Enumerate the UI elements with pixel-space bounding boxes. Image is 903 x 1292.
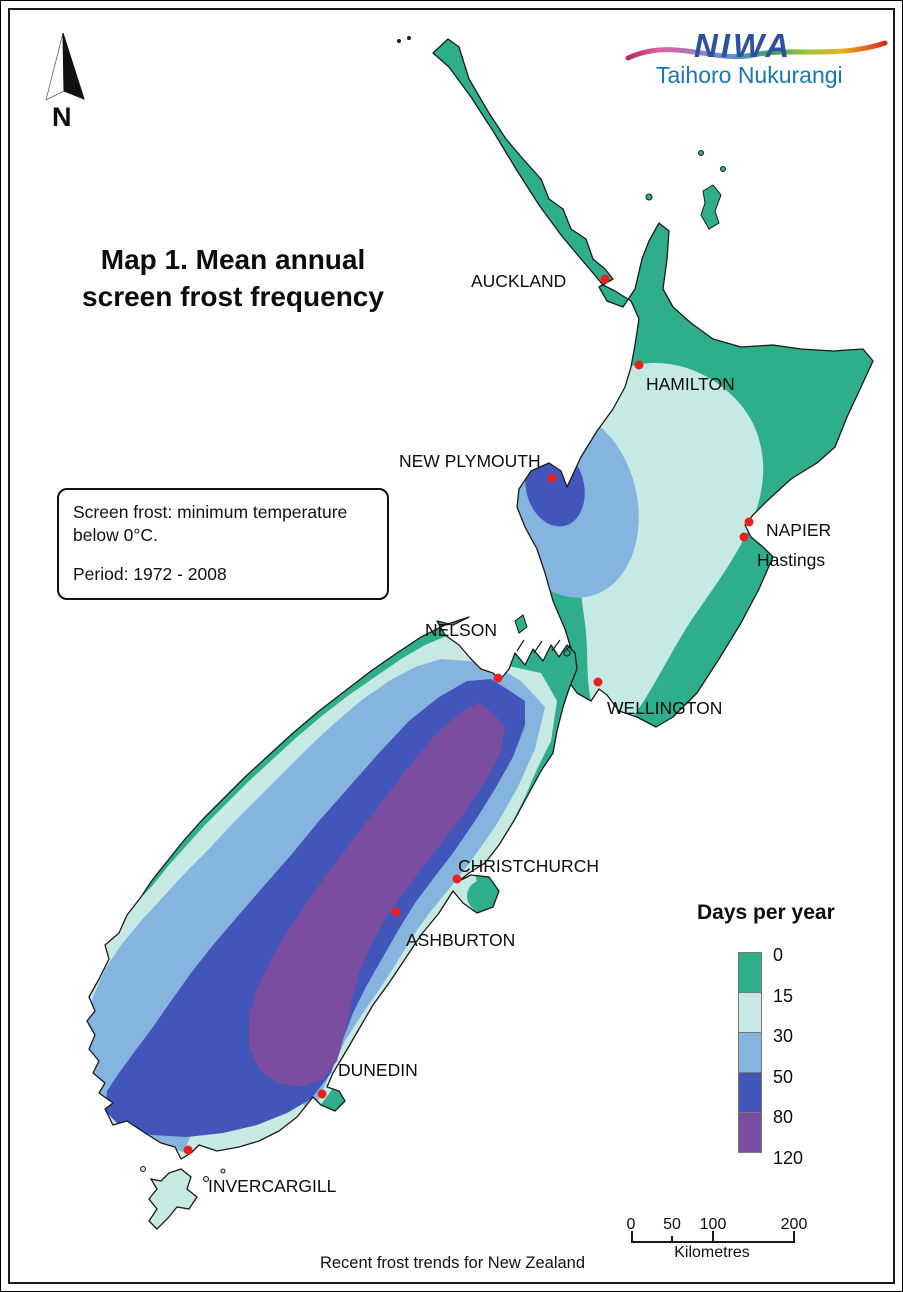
city-label-nelson: NELSON: [425, 620, 497, 640]
legend-tick-30: 30: [773, 1026, 794, 1046]
map-caption: Recent frost trends for New Zealand: [319, 1254, 586, 1272]
city-markers: [183, 274, 754, 1155]
north-arrow-icon: [45, 32, 85, 101]
gulf-islet-3: [720, 166, 726, 172]
legend-swatch-50: [738, 1072, 762, 1113]
dunedin-marker: [317, 1089, 327, 1099]
kapiti-island: [563, 649, 571, 657]
legend-swatch-0: [738, 952, 762, 993]
otago-peninsula-green: [329, 1093, 339, 1103]
niwa-logo-text: NIWA: [694, 27, 793, 64]
invercargill-marker: [183, 1145, 193, 1155]
scalebar-label-0: 0: [626, 1216, 636, 1233]
city-label-hamilton: HAMILTON: [646, 374, 735, 394]
northland-islet-2: [407, 36, 411, 40]
city-label-new-plymouth: NEW PLYMOUTH: [399, 451, 541, 471]
legend-tick-80: 80: [773, 1107, 794, 1127]
stewart-islet-3: [220, 1168, 226, 1174]
city-label-napier: NAPIER: [766, 520, 832, 540]
south-island: [86, 616, 578, 1160]
durville-island: [514, 614, 528, 634]
legend-tick-120: 120: [773, 1148, 804, 1168]
hastings-marker: [739, 532, 749, 542]
catlins-green-speck-2: [245, 1150, 251, 1156]
banks-peninsula-green: [467, 880, 499, 912]
legend-swatch-80: [738, 1112, 762, 1153]
niwa-logo-swoosh: [625, 40, 888, 61]
scalebar-tick-100: [712, 1231, 714, 1241]
legend-color-ramp: [738, 952, 762, 1153]
marlborough-sounds-detail: [516, 639, 571, 654]
page-title-line1: Map 1. Mean annual: [100, 244, 366, 275]
page-border-frame: [8, 8, 895, 1284]
legend-swatch-30: [738, 1032, 762, 1073]
stewart-islet-2: [203, 1176, 209, 1182]
frost-definition-text: Screen frost: minimum temperature below …: [73, 502, 348, 545]
niwa-logo-subtitle: Taihoro Nukurangi: [656, 62, 843, 88]
si-zone-80-120: [249, 703, 505, 1087]
stewart-islet: [140, 1166, 146, 1172]
small-islets: [140, 36, 726, 1182]
ni-zone-15-30: [577, 363, 764, 727]
hamilton-marker: [634, 360, 644, 370]
city-label-wellington: WELLINGTON: [607, 698, 723, 718]
city-label-auckland: AUCKLAND: [471, 271, 567, 291]
city-label-dunedin: DUNEDIN: [338, 1060, 418, 1080]
scalebar-tick-0: [631, 1231, 633, 1241]
stewart-island: [148, 1168, 198, 1230]
page-title: Map 1. Mean annual screen frost frequenc…: [43, 241, 423, 315]
gulf-islet: [645, 193, 653, 201]
wellington-marker: [593, 677, 603, 687]
south-island-coastline: [86, 616, 578, 1160]
city-label-hastings: Hastings: [757, 550, 826, 570]
scalebar-line: [631, 1241, 795, 1243]
north-arrow-label: N: [52, 102, 72, 132]
scalebar-tick-200: [793, 1231, 795, 1241]
legend-tick-50: 50: [773, 1067, 794, 1087]
scalebar-label-100: 100: [699, 1216, 727, 1233]
northland-islet: [397, 39, 401, 43]
nelson-marker: [493, 673, 503, 683]
frost-definition-box: Screen frost: minimum temperature below …: [57, 488, 389, 600]
legend-swatch-15: [738, 992, 762, 1033]
christchurch-marker: [452, 874, 462, 884]
scalebar-unit: Kilometres: [674, 1244, 750, 1261]
city-label-ashburton: ASHBURTON: [406, 930, 516, 950]
legend-tick-15: 15: [773, 986, 794, 1006]
great-barrier-island: [700, 184, 722, 230]
napier-marker: [744, 517, 754, 527]
ashburton-marker: [391, 907, 401, 917]
city-label-invercargill: INVERCARGILL: [208, 1176, 337, 1196]
legend-tick-0: 0: [773, 945, 784, 965]
north-island-coastline: [432, 38, 874, 728]
new-plymouth-marker: [547, 473, 557, 483]
scalebar-label-50: 50: [663, 1216, 681, 1233]
auckland-marker: [600, 274, 610, 284]
gulf-islet-2: [698, 150, 704, 156]
scalebar-label-200: 200: [780, 1216, 808, 1233]
scalebar-tick-50: [671, 1236, 673, 1241]
legend-title: Days per year: [697, 901, 835, 924]
period-text: Period: 1972 - 2008: [73, 564, 227, 584]
city-label-christchurch: CHRISTCHURCH: [458, 856, 599, 876]
page-title-line2: screen frost frequency: [82, 281, 384, 312]
